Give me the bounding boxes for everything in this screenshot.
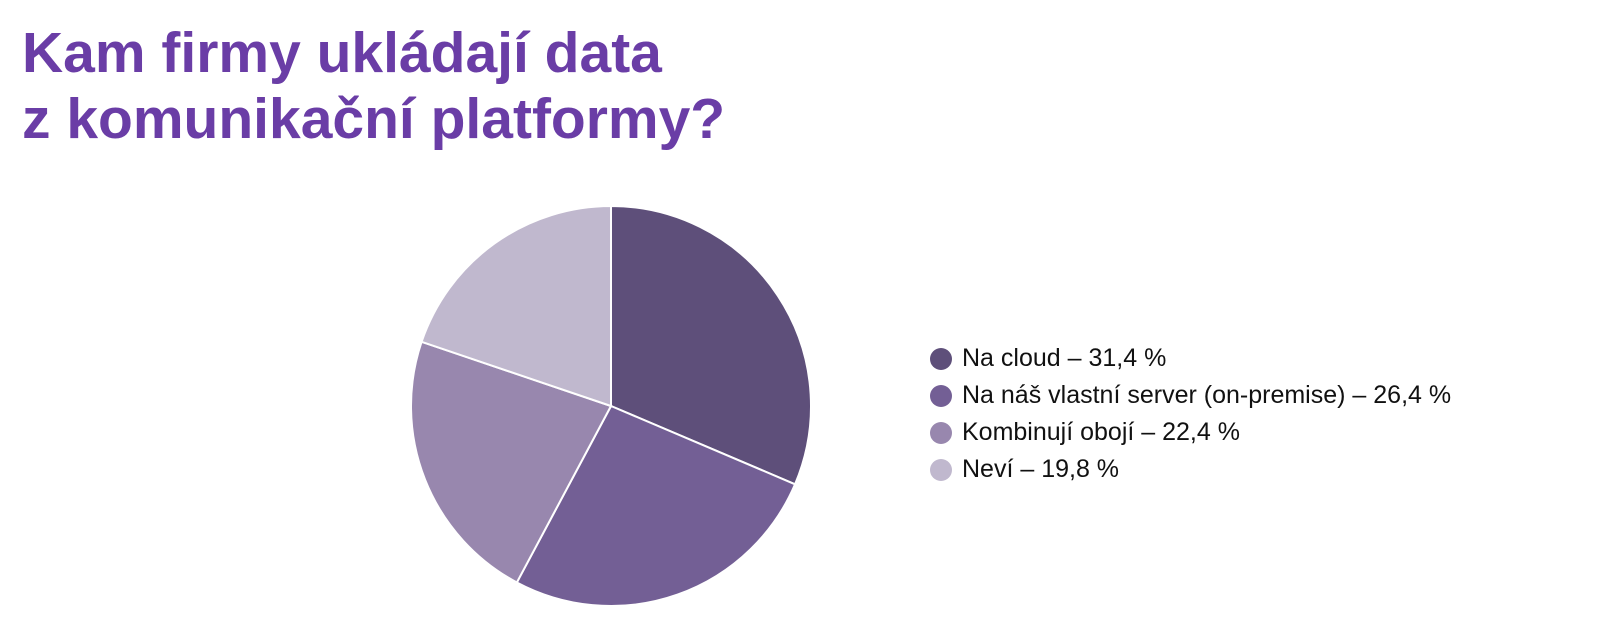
legend-marker-kombinuji-oboji xyxy=(930,421,952,444)
legend-item-nevi: Neví – 19,8 % xyxy=(930,451,1451,488)
pie-slice-on-premise xyxy=(515,404,797,607)
chart-title-line-2: z komunikační platformy? xyxy=(22,87,726,151)
legend-label-on-premise: Na náš vlastní server (on-premise) – 26,… xyxy=(962,381,1452,409)
pie-slice-nevi xyxy=(420,204,612,408)
legend-marker-nevi xyxy=(930,458,952,481)
pie-slice-kombinuji-oboji xyxy=(410,340,613,584)
legend-item-na-cloud: Na cloud – 31,4 % xyxy=(930,340,1451,377)
legend-marker-na-cloud xyxy=(930,347,952,370)
chart-title-line-1: Kam firmy ukládají data xyxy=(22,21,662,85)
pie-slices xyxy=(410,204,812,607)
legend-marker-on-premise xyxy=(930,384,952,407)
legend: Na cloud – 31,4 % Na náš vlastní server … xyxy=(930,340,1451,488)
legend-label-na-cloud: Na cloud – 31,4 % xyxy=(962,344,1167,372)
chart-title: Kam firmy ukládají data z komunikační pl… xyxy=(22,20,725,152)
legend-label-nevi: Neví – 19,8 % xyxy=(962,455,1120,483)
legend-label-kombinuji-oboji: Kombinují obojí – 22,4 % xyxy=(962,418,1240,446)
legend-item-kombinuji-oboji: Kombinují obojí – 22,4 % xyxy=(930,414,1451,451)
legend-item-on-premise: Na náš vlastní server (on-premise) – 26,… xyxy=(930,377,1451,414)
pie-slice-na-cloud xyxy=(610,204,812,486)
